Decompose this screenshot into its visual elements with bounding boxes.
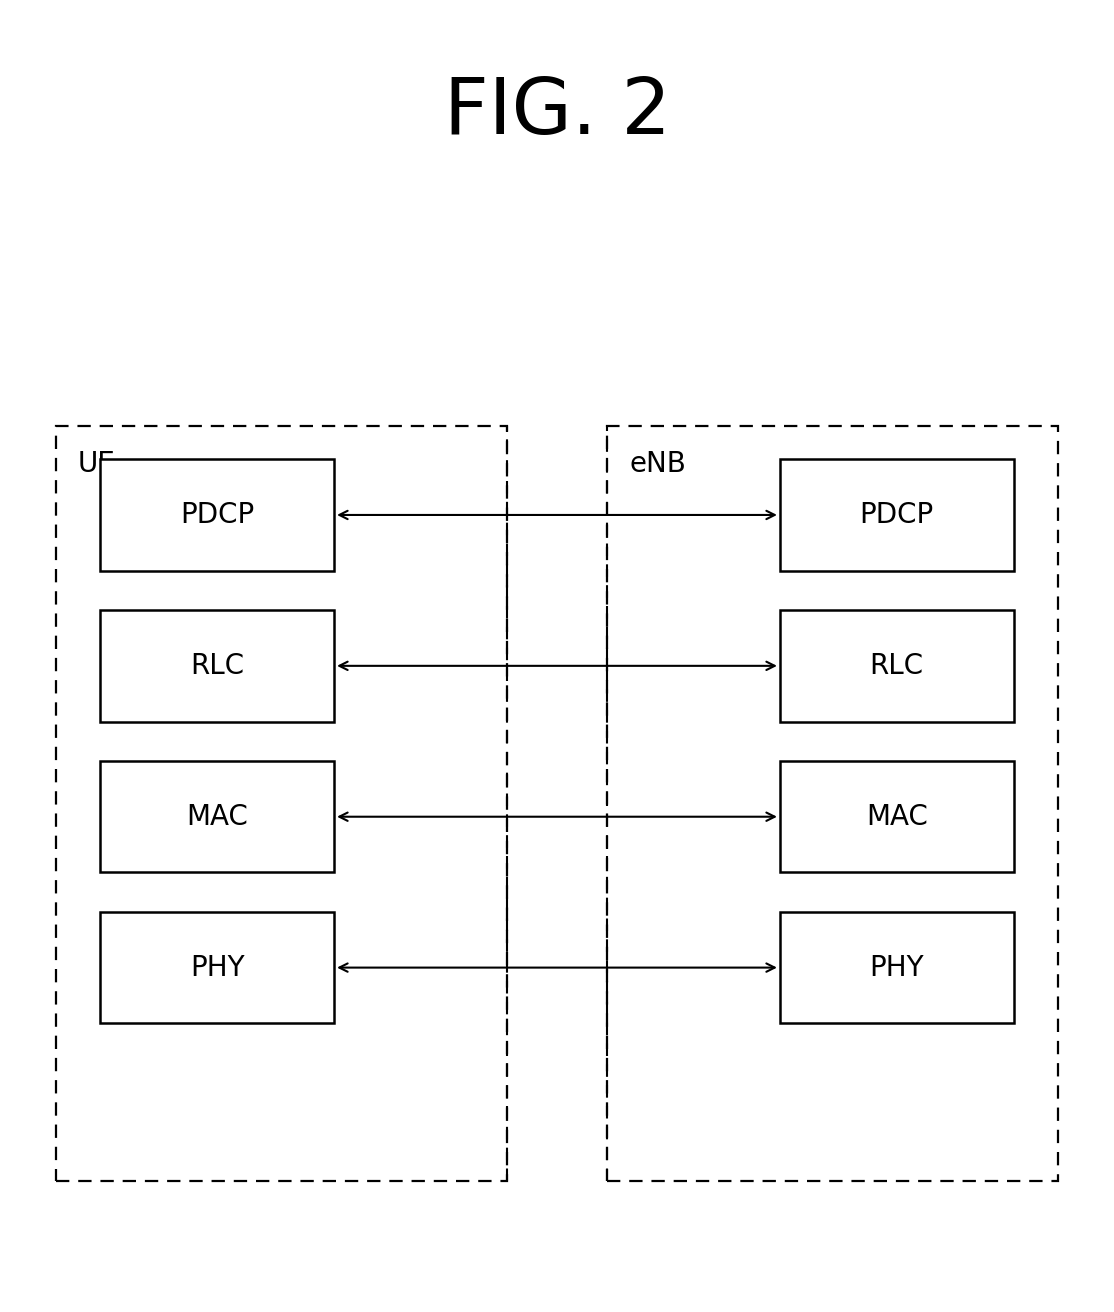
Bar: [780, 610, 1014, 722]
Bar: [100, 912, 334, 1023]
Bar: [780, 912, 1014, 1023]
Bar: [100, 610, 334, 722]
Bar: [56, 426, 507, 1181]
Bar: [780, 761, 1014, 872]
Text: RLC: RLC: [870, 652, 924, 680]
Text: PDCP: PDCP: [180, 501, 254, 529]
Bar: [607, 426, 1058, 1181]
Text: MAC: MAC: [866, 803, 928, 830]
Bar: [100, 761, 334, 872]
Text: PHY: PHY: [869, 954, 925, 981]
Text: MAC: MAC: [186, 803, 248, 830]
Text: PHY: PHY: [189, 954, 245, 981]
Text: eNB: eNB: [629, 450, 686, 478]
Text: FIG. 2: FIG. 2: [443, 73, 671, 150]
Text: RLC: RLC: [190, 652, 244, 680]
Bar: [780, 459, 1014, 571]
Bar: [100, 459, 334, 571]
Text: PDCP: PDCP: [860, 501, 934, 529]
Text: UE: UE: [78, 450, 116, 478]
